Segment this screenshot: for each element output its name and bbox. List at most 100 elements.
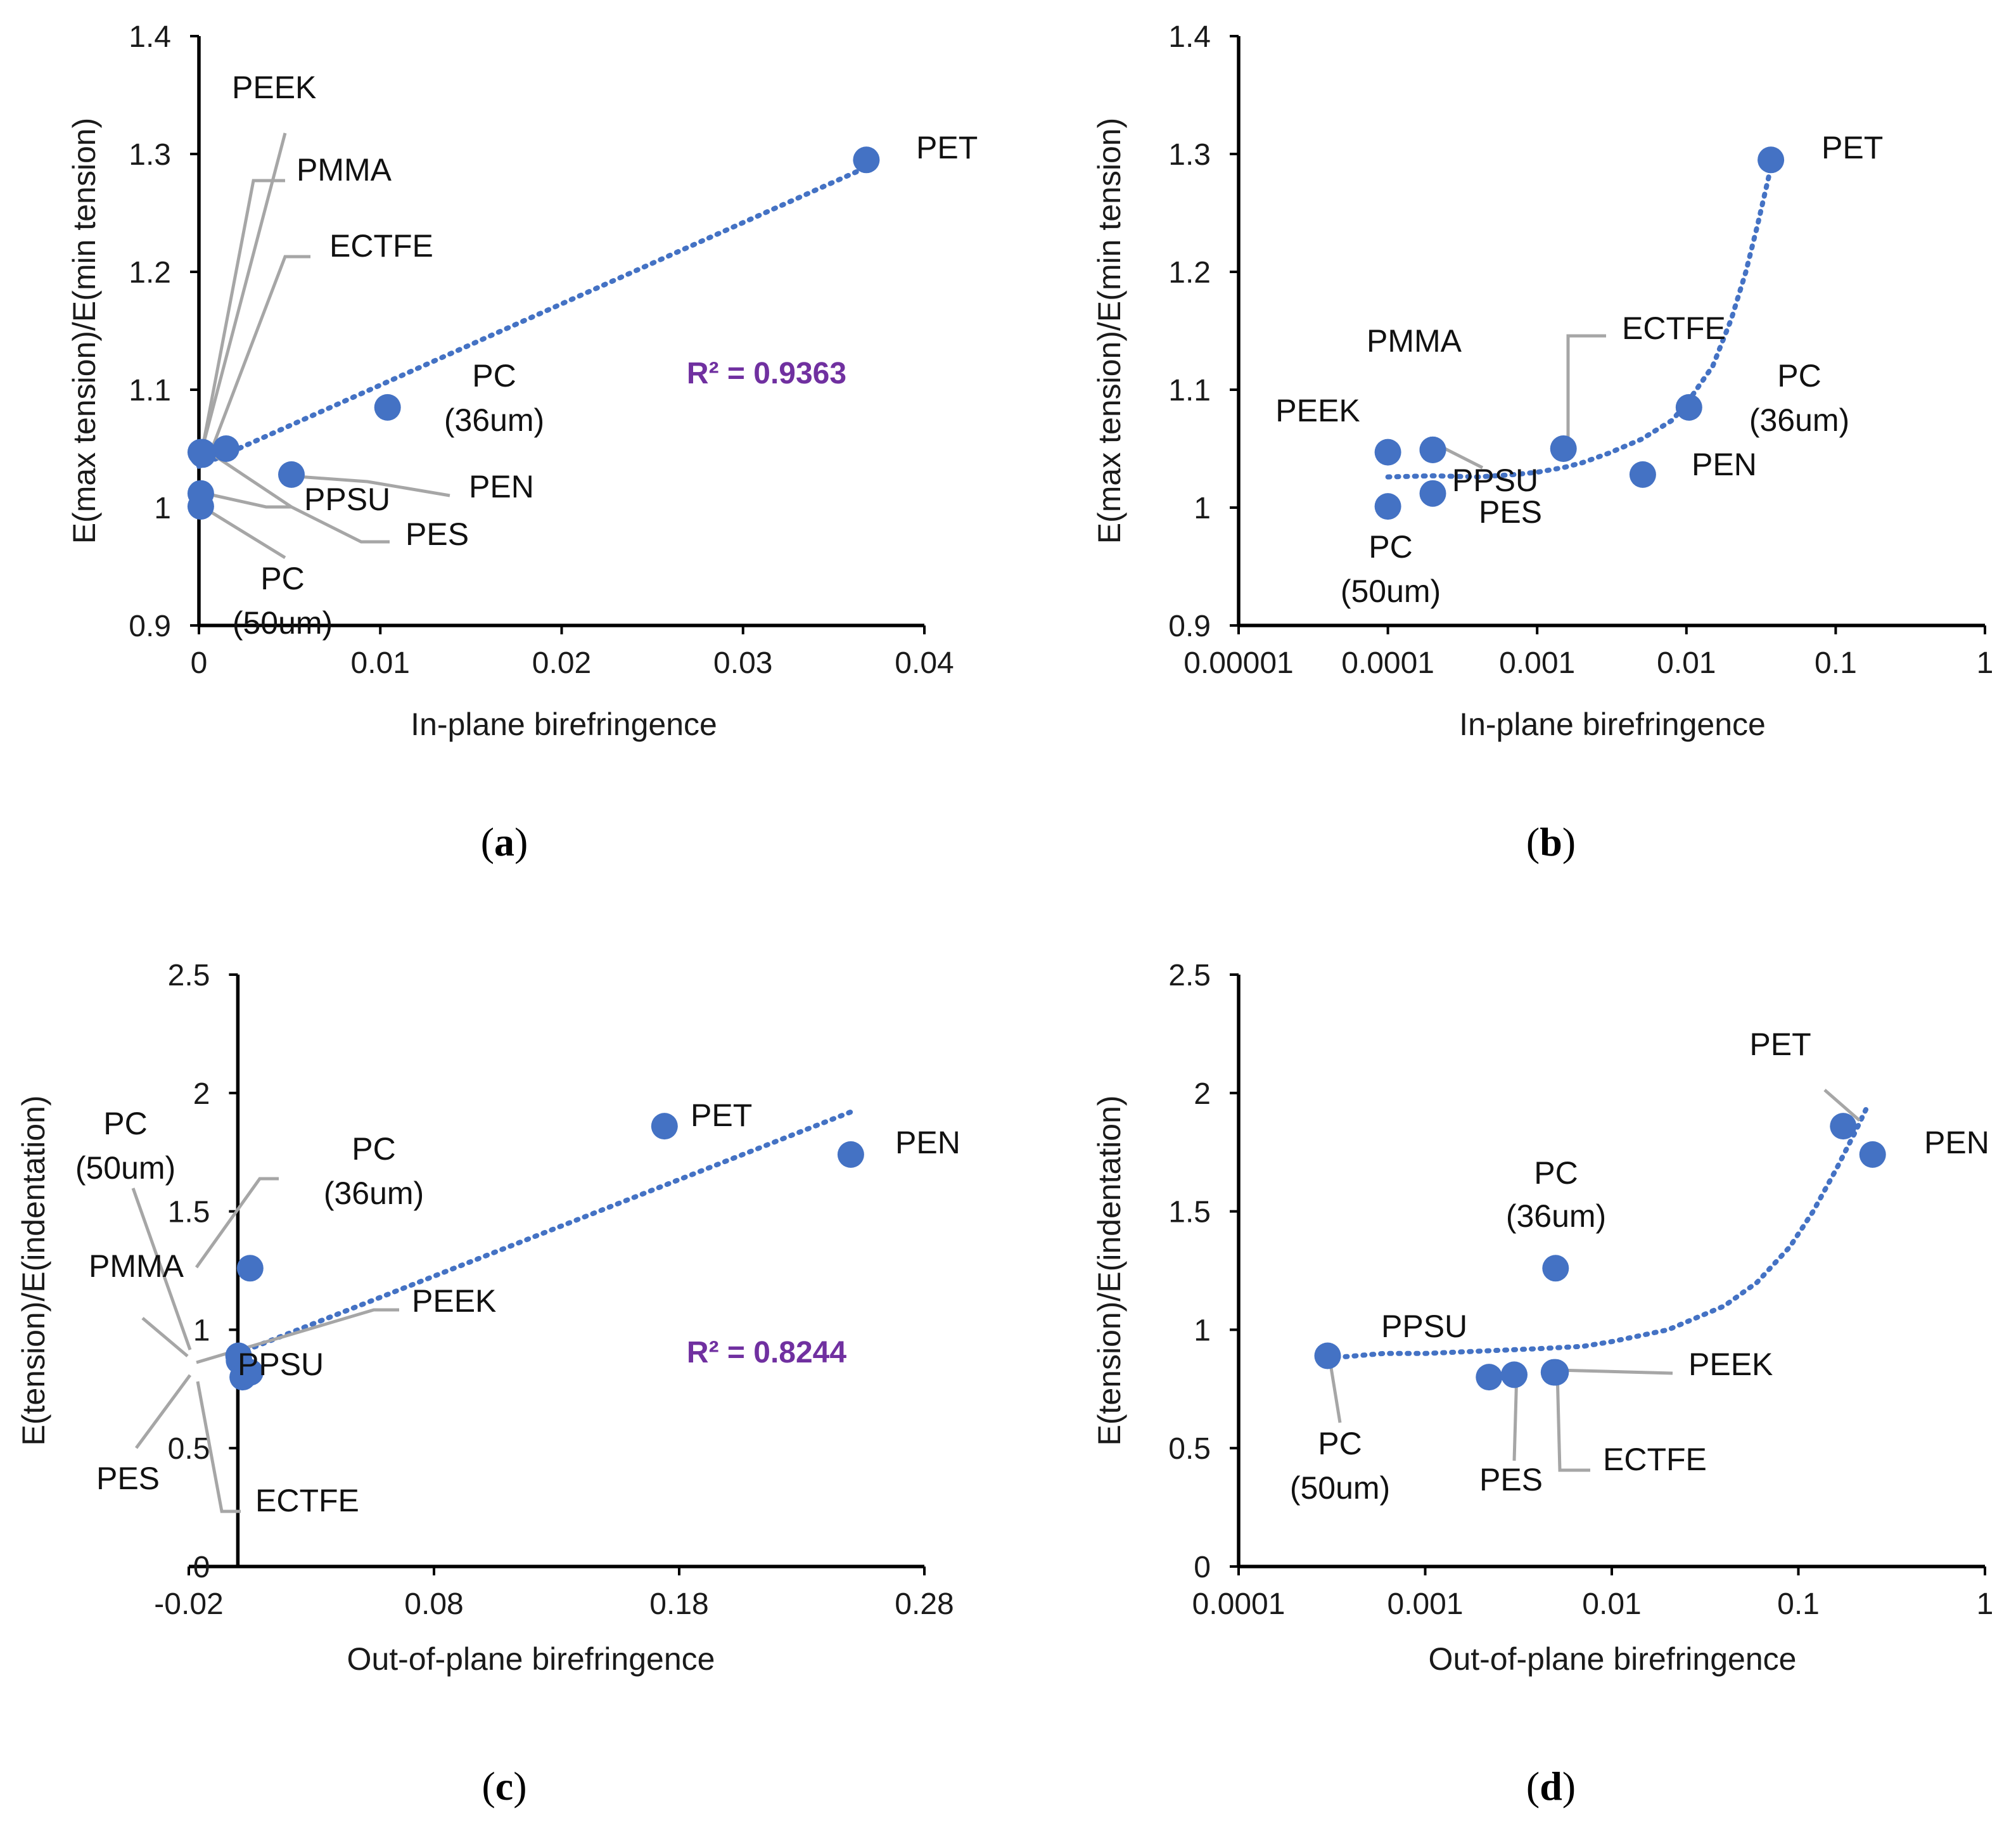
point-label-pc-50um-line2: (50um) bbox=[1341, 573, 1441, 609]
leader-line-pet bbox=[1823, 1089, 1861, 1122]
point-label-peek: PEEK bbox=[232, 70, 316, 105]
point-label-ppsu: PPSU bbox=[238, 1347, 324, 1382]
y-tick-label: 2.5 bbox=[1168, 959, 1211, 992]
x-tick-label: 0.01 bbox=[351, 646, 410, 680]
y-axis-title: E(tension)/E(indentation) bbox=[1092, 1095, 1127, 1445]
point-label-pmma: PMMA bbox=[1367, 323, 1462, 359]
data-point-pc-50um bbox=[187, 493, 214, 520]
data-point-pes bbox=[189, 441, 216, 468]
x-tick-label: 0.1 bbox=[1777, 1587, 1820, 1621]
leader-line-pc-50um bbox=[201, 505, 286, 560]
point-label-pet: PET bbox=[916, 130, 978, 165]
x-tick-label: 0.18 bbox=[649, 1587, 708, 1621]
point-label-ectfe: ECTFE bbox=[329, 228, 433, 264]
y-tick-label: 1.5 bbox=[168, 1196, 210, 1229]
leader-line-ectfe bbox=[1566, 334, 1606, 444]
leader-line-peek bbox=[1557, 1368, 1673, 1375]
y-tick-label: 0.5 bbox=[1168, 1432, 1211, 1466]
point-label-pc-50um: PC bbox=[260, 561, 304, 596]
point-label-pc-50um: PC bbox=[103, 1106, 147, 1141]
y-tick-label: 1 bbox=[1194, 492, 1211, 525]
point-label-pc-50um-line2: (50um) bbox=[1290, 1470, 1390, 1506]
data-point-pc-50um bbox=[1374, 493, 1401, 520]
data-point-pc-36um bbox=[1542, 1255, 1569, 1282]
y-tick-label: 0.9 bbox=[129, 610, 171, 643]
leader-line-pmma bbox=[201, 179, 285, 447]
x-tick-label: 1 bbox=[1977, 1587, 1994, 1621]
trendline bbox=[235, 1109, 853, 1356]
point-label-pes: PES bbox=[405, 516, 469, 552]
leader-line-ectfe bbox=[196, 1381, 241, 1513]
panel-d: 0 0.5 1 1.5 2 2.5 0.0001 0.001 0.01 0.1 1 Out-of-pl… bbox=[1092, 959, 1993, 1809]
point-label-pc-50um-line2: (50um) bbox=[75, 1150, 175, 1186]
panel-label: (b) bbox=[1526, 819, 1576, 864]
point-label-peek: PEEK bbox=[412, 1283, 496, 1319]
x-tick-label: 1 bbox=[1977, 646, 1994, 680]
x-tick-label: 0.0001 bbox=[1192, 1587, 1286, 1621]
y-tick-label: 1.1 bbox=[1168, 374, 1211, 407]
data-point-pet bbox=[1830, 1113, 1857, 1140]
x-tick-label: 0.04 bbox=[895, 646, 954, 680]
panel-label: (a) bbox=[481, 819, 528, 864]
point-label-pc-50um-line2: (50um) bbox=[233, 605, 333, 641]
y-tick-label: 1.4 bbox=[1168, 20, 1211, 54]
point-label-peek: PEEK bbox=[1275, 393, 1360, 428]
point-label-ectfe: ECTFE bbox=[255, 1483, 359, 1518]
data-point-ppsu bbox=[1419, 436, 1446, 463]
x-axis-title: Out-of-plane birefringence bbox=[347, 1641, 715, 1677]
point-label-ppsu: PPSU bbox=[304, 482, 390, 517]
x-tick-label: 0.01 bbox=[1582, 1587, 1641, 1621]
y-tick-label: 1.1 bbox=[129, 374, 171, 407]
leader-line-pes bbox=[214, 454, 390, 544]
point-label-pen: PEN bbox=[895, 1125, 960, 1160]
data-point-peek bbox=[1374, 439, 1401, 466]
panel-label: (c) bbox=[482, 1764, 526, 1809]
leader-line-pc-36um bbox=[195, 1177, 279, 1269]
leader-line-pes bbox=[134, 1374, 192, 1449]
y-tick-label: 2 bbox=[1194, 1077, 1211, 1111]
point-label-pet: PET bbox=[1749, 1027, 1811, 1062]
y-tick-label: 2 bbox=[193, 1077, 210, 1111]
r-squared-label: R² = 0.8244 bbox=[687, 1336, 846, 1369]
point-label-pes: PES bbox=[96, 1461, 160, 1496]
x-tick-label: 0 bbox=[191, 646, 208, 680]
point-label-pen: PEN bbox=[1692, 447, 1757, 482]
x-tick-label: 0.0001 bbox=[1341, 646, 1434, 680]
point-label-pes: PES bbox=[1479, 494, 1542, 530]
x-tick-label: -0.02 bbox=[154, 1587, 223, 1621]
point-label-ectfe: ECTFE bbox=[1603, 1442, 1707, 1477]
x-tick-label: 0.001 bbox=[1387, 1587, 1463, 1621]
leader-line-ectfe bbox=[1555, 1371, 1590, 1472]
data-point-ppsu bbox=[1501, 1361, 1528, 1388]
y-tick-label: 1.2 bbox=[1168, 256, 1211, 290]
y-axis-title: E(max tension)/E(min tension) bbox=[1092, 118, 1127, 544]
leader-line-pc-50um bbox=[131, 1188, 192, 1350]
y-tick-label: 2.5 bbox=[168, 959, 210, 992]
leader-line-pmma bbox=[141, 1317, 189, 1357]
data-point-pet bbox=[853, 146, 880, 174]
leader-line-peek bbox=[196, 1308, 399, 1364]
data-point-pc-36um bbox=[236, 1255, 264, 1282]
y-tick-label: 1.2 bbox=[129, 256, 171, 290]
data-point-pen bbox=[278, 461, 305, 488]
point-label-pc-36um-line2: (36um) bbox=[444, 402, 544, 438]
point-label-pmma: PMMA bbox=[89, 1248, 184, 1284]
x-axis-title: Out-of-plane birefringence bbox=[1429, 1641, 1797, 1677]
data-point-pc-50um bbox=[1314, 1342, 1341, 1369]
y-tick-label: 0.9 bbox=[1168, 610, 1211, 643]
point-label-ectfe: ECTFE bbox=[1622, 311, 1726, 346]
point-label-pc-36um-line2: (36um) bbox=[1506, 1198, 1606, 1234]
y-tick-label: 0.5 bbox=[168, 1432, 210, 1466]
point-label-pc-36um: PC bbox=[1777, 358, 1821, 394]
point-label-pet: PET bbox=[1821, 130, 1883, 165]
x-tick-label: 0.01 bbox=[1657, 646, 1716, 680]
y-axis-title: E(tension)/E(indentation) bbox=[16, 1095, 51, 1445]
point-label-ppsu: PPSU bbox=[1381, 1309, 1467, 1344]
x-tick-label: 0.1 bbox=[1815, 646, 1857, 680]
leader-line-pen bbox=[297, 475, 450, 497]
y-tick-label: 1 bbox=[1194, 1314, 1211, 1347]
x-axis-title: In-plane birefringence bbox=[411, 707, 717, 742]
y-tick-label: 1.3 bbox=[129, 138, 171, 172]
point-label-pes: PES bbox=[1479, 1462, 1543, 1497]
